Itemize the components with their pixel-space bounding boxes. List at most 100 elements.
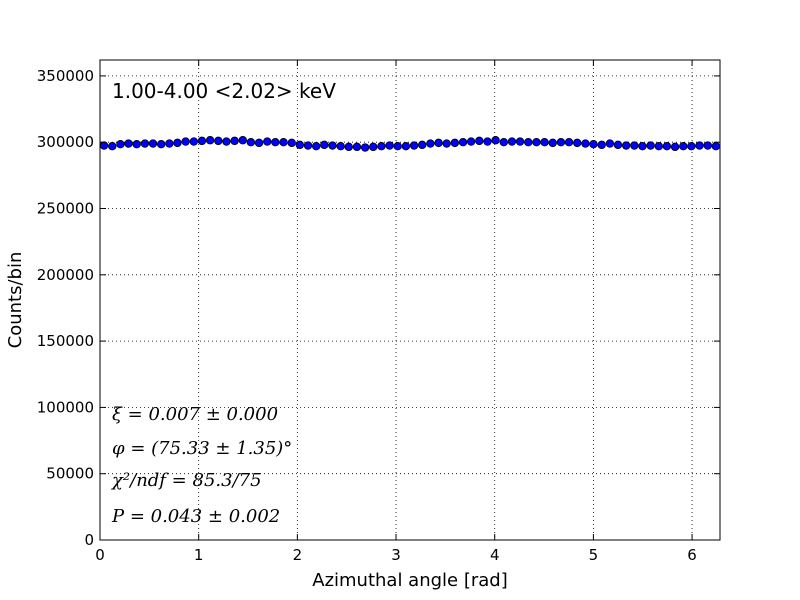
y-tick-label: 100000 <box>37 398 94 416</box>
data-point <box>409 141 419 150</box>
data-point <box>654 141 664 151</box>
data-point <box>524 138 533 147</box>
data-point <box>646 141 655 150</box>
y-tick-labels: 0 50000 100000 150000 200000 250000 300000 3500… <box>37 67 94 549</box>
data-point <box>491 136 500 145</box>
data-point <box>99 141 109 150</box>
stat-polarization: P = 0.043 ± 0.002 <box>111 506 280 527</box>
y-tick-label: 300000 <box>37 133 94 151</box>
y-tick-label: 200000 <box>37 266 94 284</box>
data-point <box>581 139 590 148</box>
stat-xi: ξ = 0.007 ± 0.000 <box>112 404 278 425</box>
data-point <box>540 138 549 147</box>
data-point <box>703 141 712 150</box>
data-point <box>589 139 598 149</box>
data-point <box>458 138 468 147</box>
data-point <box>638 141 647 151</box>
data-point <box>344 142 353 152</box>
data-point <box>687 141 696 151</box>
data-point <box>483 137 492 146</box>
data-point <box>360 143 370 152</box>
x-tick-label: 5 <box>589 546 599 564</box>
data-point <box>320 140 329 150</box>
data-point <box>352 142 362 152</box>
data-point <box>108 141 117 151</box>
data-point <box>254 138 264 148</box>
y-axis-label: Counts/bin <box>5 252 26 349</box>
plot-frame <box>99 59 721 541</box>
data-point <box>222 137 231 146</box>
data-point <box>238 136 247 145</box>
stat-phi: φ = (75.33 ± 1.35)° <box>112 438 292 459</box>
data-point <box>181 137 190 146</box>
data-point <box>271 138 280 147</box>
data-point <box>132 139 141 149</box>
data-point <box>148 139 158 148</box>
data-point <box>197 136 207 146</box>
data-point <box>303 141 313 150</box>
chart-title: 1.00-4.00 <2.02> keV <box>112 79 336 103</box>
data-point <box>401 141 411 151</box>
data-point <box>621 141 631 150</box>
data-point <box>246 138 256 147</box>
data-point <box>287 138 296 148</box>
y-tick-label: 0 <box>84 531 94 549</box>
data-point <box>613 140 623 150</box>
data-point <box>312 141 321 151</box>
data-point <box>507 137 517 146</box>
x-tick-label: 6 <box>687 546 697 564</box>
data-point <box>442 139 451 148</box>
data-point <box>548 138 557 148</box>
data-point <box>662 141 672 151</box>
data-point <box>711 141 721 151</box>
x-tick-labels: 0 1 2 3 4 5 6 <box>95 546 697 564</box>
data-point <box>377 141 386 151</box>
data-point <box>230 136 239 146</box>
y-tick-label: 250000 <box>37 200 94 218</box>
x-tick-label: 3 <box>391 546 401 564</box>
data-point <box>214 136 223 146</box>
data-point <box>336 141 345 151</box>
data-point <box>124 139 133 148</box>
data-point <box>695 141 704 150</box>
data-point <box>156 139 166 149</box>
data-point <box>605 139 615 148</box>
data-point <box>630 141 639 150</box>
data-point <box>417 140 427 150</box>
data-point <box>279 138 288 147</box>
y-tick-label: 50000 <box>46 465 94 483</box>
data-point <box>369 142 378 152</box>
data-point <box>393 141 402 151</box>
x-tick-label: 2 <box>293 546 303 564</box>
data-point <box>116 139 125 149</box>
stat-chi2: χ²/ndf = 85.3/75 <box>110 470 262 491</box>
y-tick-label: 350000 <box>37 67 94 85</box>
data-point <box>328 141 337 150</box>
data-point <box>466 137 476 146</box>
data-point <box>385 141 394 150</box>
data-point <box>679 141 688 151</box>
data-point <box>670 142 680 152</box>
y-tick-label: 150000 <box>37 332 94 350</box>
data-point <box>165 139 174 148</box>
data-point <box>173 138 182 148</box>
data-point <box>532 138 541 147</box>
data-points <box>99 136 721 152</box>
data-point <box>499 138 508 147</box>
data-point <box>263 137 272 146</box>
x-tick-label: 0 <box>95 546 105 564</box>
data-point <box>515 137 525 146</box>
data-point <box>450 138 460 148</box>
data-point <box>475 136 484 146</box>
x-tick-label: 1 <box>194 546 204 564</box>
data-point <box>597 140 606 150</box>
data-point <box>426 139 435 148</box>
data-point <box>573 138 582 148</box>
plot-area <box>100 60 720 540</box>
data-point <box>564 138 574 147</box>
x-axis-label: Azimuthal angle [rad] <box>312 570 508 591</box>
data-point <box>295 140 305 150</box>
data-point <box>189 137 199 146</box>
data-point <box>140 139 150 148</box>
